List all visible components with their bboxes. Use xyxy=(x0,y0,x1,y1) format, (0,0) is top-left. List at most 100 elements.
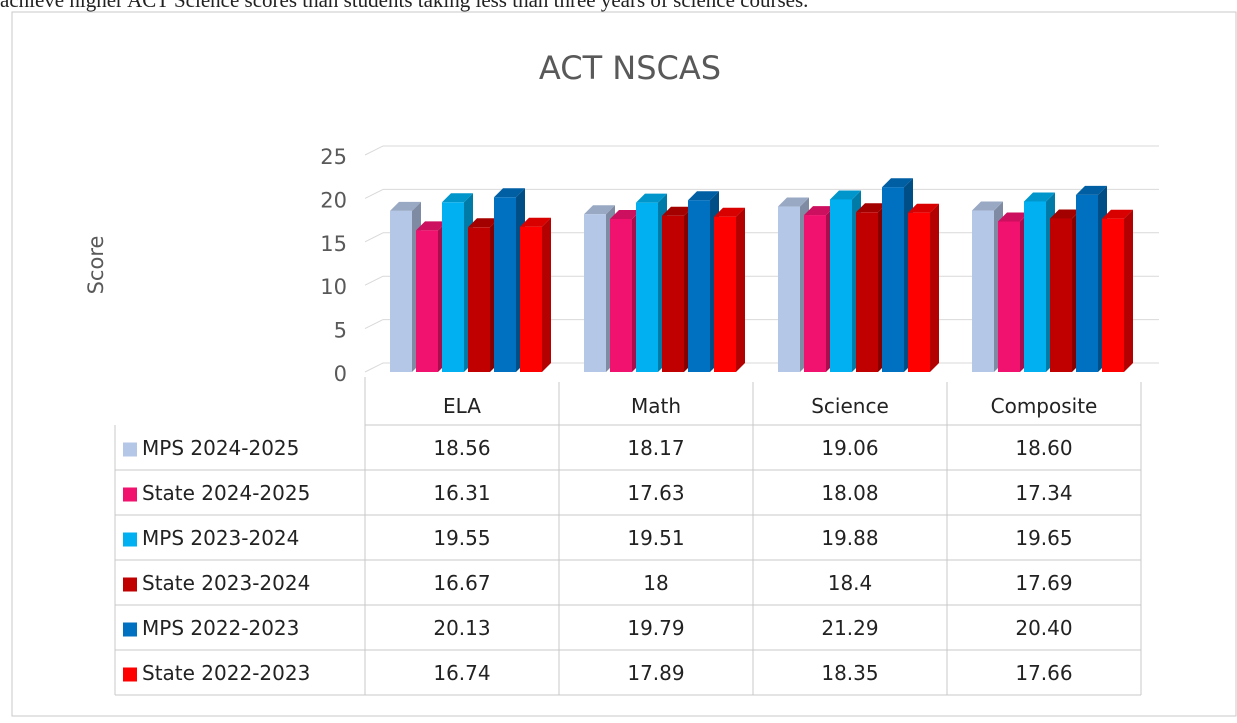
y-tick-label: 20 xyxy=(320,188,347,212)
table-value: 18.60 xyxy=(1015,436,1072,460)
table-value: 16.67 xyxy=(433,571,490,595)
y-tick-label: 5 xyxy=(334,319,347,343)
table-value: 19.65 xyxy=(1015,526,1072,550)
bar-side xyxy=(930,203,939,372)
bar-side xyxy=(736,207,745,372)
bar-top xyxy=(830,190,861,200)
table-value: 17.66 xyxy=(1015,661,1072,685)
y-tick-label: 10 xyxy=(320,275,347,299)
bar-top xyxy=(1076,185,1107,195)
bar-front xyxy=(1076,194,1098,372)
bar-front xyxy=(804,215,826,372)
x-tick-label: Science xyxy=(811,394,889,418)
table-value: 19.79 xyxy=(627,616,684,640)
grid-line-side xyxy=(364,145,384,156)
table-value: 19.51 xyxy=(627,526,684,550)
grid-line-side xyxy=(364,319,384,330)
y-tick-label: 0 xyxy=(334,362,347,386)
x-tick-label: Math xyxy=(631,394,681,418)
bar-top xyxy=(804,206,835,216)
table-value: 18.56 xyxy=(433,436,490,460)
bar-front xyxy=(972,210,994,372)
legend-label: MPS 2023-2024 xyxy=(142,526,299,550)
legend-swatch xyxy=(123,577,137,592)
table-value: 17.63 xyxy=(627,481,684,505)
bar-front xyxy=(856,212,878,372)
table-value: 21.29 xyxy=(821,616,878,640)
y-axis-label: Score xyxy=(84,236,108,295)
table-value: 19.06 xyxy=(821,436,878,460)
bar-top xyxy=(442,193,473,203)
bar-top xyxy=(584,205,615,215)
bar-front xyxy=(1102,218,1124,372)
grid-line-side xyxy=(364,232,384,243)
bar-front xyxy=(520,226,542,372)
grid-line-side xyxy=(364,275,384,286)
table-value: 20.40 xyxy=(1015,616,1072,640)
bar-top xyxy=(908,203,939,213)
bar-front xyxy=(830,199,852,372)
bar xyxy=(520,217,551,372)
grid-line-side xyxy=(364,362,384,373)
bar-front xyxy=(882,187,904,372)
legend-swatch xyxy=(123,442,137,457)
table-value: 16.74 xyxy=(433,661,490,685)
bar-front xyxy=(494,197,516,372)
legend-label: MPS 2024-2025 xyxy=(142,436,299,460)
bar-front xyxy=(442,202,464,372)
caption: achieve higher ACT Science scores than s… xyxy=(0,0,808,12)
chart-title: ACT NSCAS xyxy=(539,49,721,87)
y-tick-label: 25 xyxy=(320,145,347,169)
bar-top xyxy=(520,217,551,227)
bar-front xyxy=(390,210,412,372)
legend-label: State 2022-2023 xyxy=(142,661,310,685)
x-tick-label: Composite xyxy=(991,394,1098,418)
bar-top xyxy=(972,201,1003,211)
table-value: 19.55 xyxy=(433,526,490,550)
bar-side xyxy=(542,217,551,372)
table-value: 17.69 xyxy=(1015,571,1072,595)
y-tick-label: 15 xyxy=(320,232,347,256)
bar-top xyxy=(636,193,667,203)
bar-front xyxy=(662,215,684,372)
table-value: 17.89 xyxy=(627,661,684,685)
bar-side xyxy=(1124,209,1133,372)
bar-top xyxy=(468,218,499,228)
table-value: 17.34 xyxy=(1015,481,1072,505)
table-value: 18.08 xyxy=(821,481,878,505)
table-value: 18 xyxy=(643,571,668,595)
bar-front xyxy=(714,216,736,372)
table-value: 20.13 xyxy=(433,616,490,640)
bar-front xyxy=(584,214,606,372)
x-tick-label: ELA xyxy=(443,394,481,418)
bar-top xyxy=(416,221,447,231)
bar-top xyxy=(688,191,719,201)
table-value: 18.17 xyxy=(627,436,684,460)
legend-label: MPS 2022-2023 xyxy=(142,616,299,640)
bar-top xyxy=(882,178,913,188)
bar-top xyxy=(998,212,1029,222)
chart-frame xyxy=(11,11,1237,717)
bar xyxy=(1102,209,1133,372)
bar-top xyxy=(1102,209,1133,219)
legend-swatch xyxy=(123,622,137,637)
legend-label: State 2024-2025 xyxy=(142,481,310,505)
bar-front xyxy=(778,206,800,372)
bar-top xyxy=(1024,192,1055,202)
bar-front xyxy=(688,200,710,372)
bar-front xyxy=(998,221,1020,372)
grid-line-side xyxy=(364,188,384,199)
legend-swatch xyxy=(123,532,137,547)
table-value: 19.88 xyxy=(821,526,878,550)
bar-front xyxy=(416,230,438,372)
table-value: 18.35 xyxy=(821,661,878,685)
bar-front xyxy=(908,212,930,372)
bar-front xyxy=(610,218,632,372)
table-value: 16.31 xyxy=(433,481,490,505)
legend-swatch xyxy=(123,667,137,682)
bar-top xyxy=(778,197,809,207)
legend-swatch xyxy=(123,487,137,502)
bar-top xyxy=(714,207,745,217)
